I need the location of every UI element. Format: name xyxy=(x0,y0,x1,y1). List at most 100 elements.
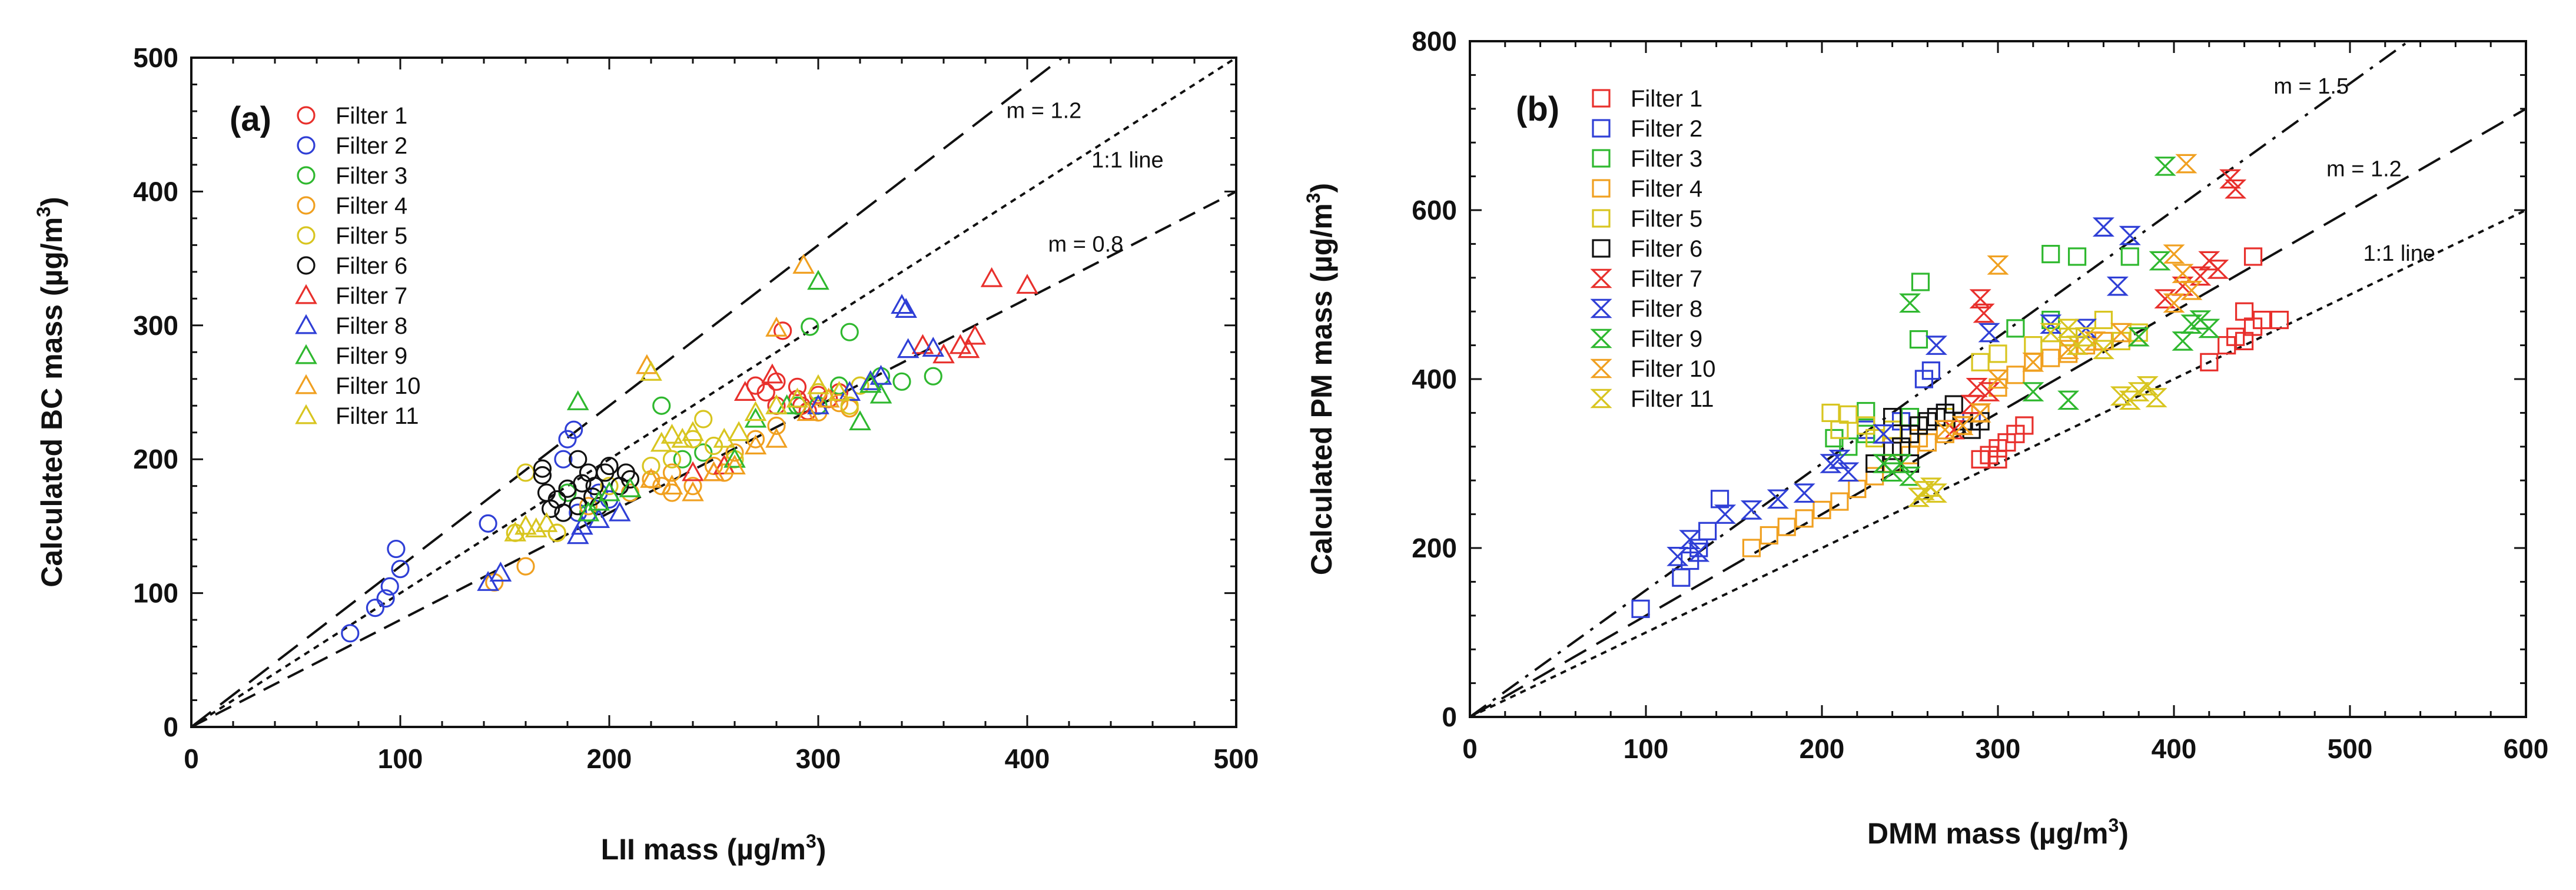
reference-line xyxy=(191,58,1236,727)
x-axis-title-close: ) xyxy=(2119,817,2129,850)
data-point xyxy=(2074,327,2097,347)
y-tick-label: 500 xyxy=(133,42,178,73)
y-tick-label: 300 xyxy=(133,310,178,341)
data-point xyxy=(801,317,819,336)
x-tick-label: 400 xyxy=(2152,733,2197,764)
data-point xyxy=(608,501,631,522)
reference-line-label: m = 0.8 xyxy=(1048,233,1124,257)
data-point xyxy=(1873,424,1895,444)
data-point xyxy=(640,467,662,488)
data-point xyxy=(683,477,702,496)
data-point xyxy=(2067,247,2087,266)
data-point xyxy=(525,517,547,537)
data-point xyxy=(829,394,849,413)
x-axis-title-text: DMM mass (µg/m xyxy=(1867,817,2108,850)
legend-marker xyxy=(1590,328,1612,348)
legend-label: Filter 10 xyxy=(336,373,421,399)
data-point xyxy=(579,497,598,516)
data-point xyxy=(554,503,573,522)
data-point xyxy=(1688,542,1710,562)
legend-marker xyxy=(1592,179,1611,198)
legend-item: Filter 3 xyxy=(297,163,407,189)
legend-item: Filter 9 xyxy=(1590,326,1702,352)
data-point xyxy=(922,337,945,357)
x-tick-label: 600 xyxy=(2504,733,2549,764)
data-point xyxy=(2110,386,2132,406)
legend-marker xyxy=(1590,298,1612,318)
data-point xyxy=(756,383,775,402)
data-point xyxy=(547,523,566,542)
legend-item: Filter 6 xyxy=(297,253,407,279)
data-point xyxy=(1925,483,1947,503)
data-point xyxy=(585,477,604,496)
data-point xyxy=(2219,169,2242,189)
legend-label: Filter 6 xyxy=(1631,236,1702,262)
data-point xyxy=(682,421,704,441)
legend-marker xyxy=(1592,209,1611,228)
data-point xyxy=(723,447,746,468)
data-point xyxy=(341,624,360,643)
data-point xyxy=(2040,323,2062,343)
data-point xyxy=(957,338,980,358)
data-points xyxy=(1631,154,2289,618)
data-point xyxy=(1973,303,1995,323)
legend-label: Filter 7 xyxy=(336,283,407,309)
legend-marker xyxy=(1592,119,1611,138)
reference-line-label: m = 1.2 xyxy=(1007,98,1082,123)
legend-marker xyxy=(295,374,317,394)
reference-line xyxy=(1470,108,2526,717)
x-axis-title: DMM mass (µg/m3) xyxy=(1867,815,2129,850)
legend-label: Filter 5 xyxy=(336,223,407,249)
x-tick-label: 400 xyxy=(1005,743,1050,774)
data-point xyxy=(892,372,911,391)
data-point xyxy=(723,454,746,475)
data-point xyxy=(1989,450,2007,469)
legend-item: Filter 4 xyxy=(1592,176,1702,202)
y-tick-label: 0 xyxy=(1442,702,1457,732)
y-axis-title-sup: 3 xyxy=(1303,193,1324,204)
data-point xyxy=(673,450,692,469)
legend-label: Filter 11 xyxy=(1631,386,1714,412)
data-point xyxy=(1740,500,1762,520)
data-point xyxy=(2015,416,2034,435)
data-point xyxy=(2207,260,2229,279)
data-point xyxy=(1714,504,1737,524)
legend-item: Filter 10 xyxy=(295,373,421,399)
x-tick-label: 100 xyxy=(1624,733,1669,764)
data-point xyxy=(652,396,671,415)
data-point xyxy=(964,324,987,345)
x-tick-label: 200 xyxy=(1800,733,1845,764)
data-point xyxy=(1016,274,1038,294)
x-tick-label: 500 xyxy=(1214,743,1259,774)
data-point xyxy=(2180,314,2203,334)
legend-marker xyxy=(297,226,316,245)
legend-item: Filter 1 xyxy=(297,103,407,129)
y-tick-label: 200 xyxy=(1412,533,1457,563)
data-point xyxy=(840,396,859,415)
data-point xyxy=(765,316,788,337)
data-point xyxy=(849,410,871,431)
data-point xyxy=(949,334,972,354)
legend-item: Filter 9 xyxy=(295,343,407,369)
data-point xyxy=(891,294,913,314)
data-point xyxy=(2066,336,2089,355)
data-point xyxy=(774,321,792,340)
data-point xyxy=(828,381,851,401)
data-point xyxy=(1793,483,1815,503)
x-axis-title-sup: 3 xyxy=(806,831,816,852)
legend-label: Filter 2 xyxy=(1631,116,1702,142)
data-point xyxy=(2243,247,2263,266)
reference-line-labels: m = 1.5 m = 1.2 1:1 line xyxy=(2273,74,2435,266)
data-point xyxy=(980,267,1003,287)
data-point xyxy=(1813,500,1831,520)
data-point xyxy=(807,270,829,290)
legend-item: Filter 7 xyxy=(1590,266,1702,292)
y-axis-title: Calculated BC mass (µg/m3) xyxy=(33,197,68,587)
data-point xyxy=(792,254,815,274)
data-point xyxy=(744,407,767,428)
data-point xyxy=(1742,539,1761,557)
x-tick-label: 300 xyxy=(1976,733,2021,764)
data-point xyxy=(2119,225,2141,245)
data-point xyxy=(504,521,527,542)
data-point xyxy=(1881,462,1904,482)
